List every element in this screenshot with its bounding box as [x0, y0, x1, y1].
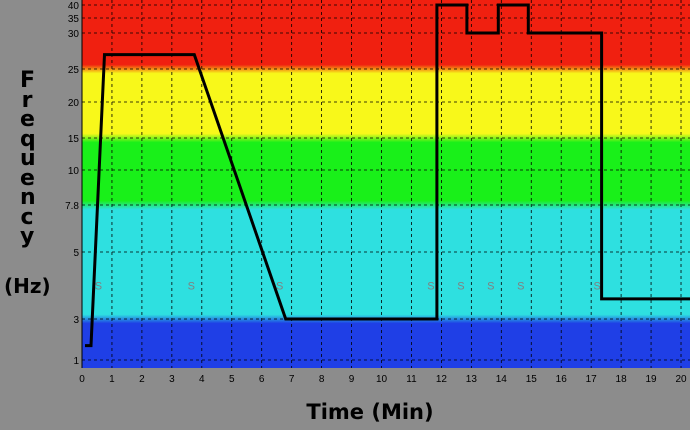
x-tick-label: 12: [436, 374, 448, 385]
x-tick-label: 0: [79, 374, 85, 385]
annotation-s-marker: S: [95, 281, 102, 293]
x-tick-label: 2: [139, 374, 145, 385]
x-tick-label: 17: [586, 374, 598, 385]
y-tick-label: 1: [73, 356, 79, 367]
x-tick-label: 20: [675, 374, 687, 385]
x-tick-label: 8: [319, 374, 325, 385]
y-tick-label: 20: [68, 98, 80, 109]
annotation-s-marker: S: [188, 281, 195, 293]
y-axis-label-letter: e: [20, 107, 35, 132]
y-tick-label: 7.8: [65, 201, 79, 212]
plot-background: [82, 0, 690, 368]
annotation-s-marker: S: [517, 281, 524, 293]
x-tick-label: 16: [556, 374, 568, 385]
y-tick-label: 30: [68, 29, 80, 40]
x-tick-label: 7: [289, 374, 295, 385]
x-tick-label: 11: [406, 374, 417, 385]
y-tick-label: 25: [68, 65, 80, 76]
x-tick-label: 18: [616, 374, 628, 385]
annotation-s-marker: S: [276, 281, 283, 293]
x-tick-label: 6: [259, 374, 265, 385]
x-tick-label: 19: [646, 374, 658, 385]
x-tick-label: 14: [496, 374, 508, 385]
y-tick-label: 3: [73, 315, 79, 326]
y-axis-label-letter: r: [21, 87, 33, 113]
y-tick-label: 40: [68, 1, 80, 12]
x-tick-label: 15: [526, 374, 538, 385]
y-axis-label-letter: n: [20, 185, 36, 210]
y-axis-label-letter: q: [20, 126, 36, 152]
x-tick-labels: 0 1 2 3 4 5 6 7 8 9 10 11 12 13 14 15 16 17 18 19 20: [79, 374, 687, 385]
x-tick-label: 10: [376, 374, 388, 385]
grid-lines: [81, 0, 690, 368]
series-line: [85, 3, 690, 348]
x-axis-label: Time (Min): [306, 400, 434, 424]
annotation-s-marker: S: [593, 281, 600, 293]
y-tick-label: 35: [68, 14, 80, 25]
x-tick-label: 4: [199, 374, 205, 385]
annotation-s-marker: S: [457, 281, 464, 293]
x-tick-label: 9: [349, 374, 355, 385]
y-tick-label: 10: [68, 166, 80, 177]
y-axis-label-letter: u: [20, 146, 36, 171]
x-tick-label: 1: [109, 374, 115, 385]
annotation-s-marker: S: [487, 281, 494, 293]
y-axis-unit: (Hz): [4, 274, 51, 298]
y-tick-label: 5: [73, 248, 79, 259]
x-tick-label: 13: [466, 374, 478, 385]
y-axis-label-letter: e: [20, 165, 35, 191]
y-axis-label-letter: F: [20, 68, 36, 93]
y-axis-label-letter: c: [20, 204, 34, 230]
x-tick-label: 5: [229, 374, 235, 385]
y-axis-label-letter: y: [20, 224, 35, 249]
annotation-s-marker: S: [427, 281, 434, 293]
y-tick-label: 15: [68, 134, 80, 145]
x-tick-label: 3: [169, 374, 175, 385]
